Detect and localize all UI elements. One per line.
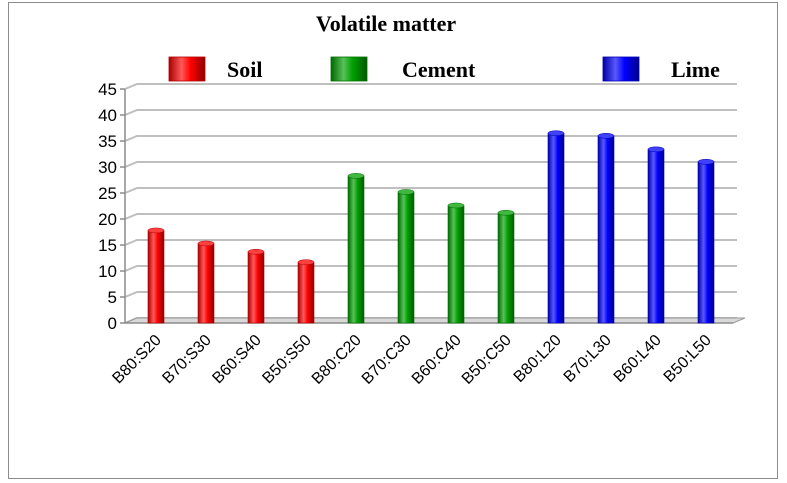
gridline xyxy=(124,291,737,298)
gridline xyxy=(124,161,737,168)
x-tick-label: B80:S20 xyxy=(109,332,164,387)
gridline xyxy=(124,109,737,116)
gridline xyxy=(124,135,737,142)
y-tick-labels: 0 5 10 15 20 25 30 35 40 45 xyxy=(98,80,117,333)
gridline xyxy=(124,213,737,220)
bar xyxy=(247,249,265,324)
chart-frame: 0 5 10 15 20 25 30 35 40 45 B80:S20 B70:S30 B60:S40… xyxy=(8,2,778,479)
x-tick-label: B60:L40 xyxy=(611,332,665,386)
bar xyxy=(397,189,415,324)
y-tick-label: 30 xyxy=(98,158,117,177)
x-tick-label: B60:C40 xyxy=(409,332,465,388)
x-tick-labels: B80:S20B70:S30B60:S40B50:S50B80:C20B70:C… xyxy=(109,332,715,388)
x-tick-label: B70:C30 xyxy=(359,332,415,388)
gridline xyxy=(124,265,737,272)
x-tick-label: B60:S40 xyxy=(209,332,264,387)
gridline xyxy=(124,239,737,246)
gridlines xyxy=(124,83,737,324)
y-tick-label: 0 xyxy=(108,314,117,333)
bar xyxy=(197,240,215,324)
x-tick-label: B50:C50 xyxy=(459,332,515,388)
bar xyxy=(647,146,665,324)
y-tick-label: 10 xyxy=(98,262,117,281)
y-tick-label: 45 xyxy=(98,80,117,99)
y-tick-label: 5 xyxy=(108,288,117,307)
y-tick-label: 15 xyxy=(98,236,117,255)
x-tick-label: B50:L50 xyxy=(661,332,715,386)
x-tick-label: B80:C20 xyxy=(309,332,365,388)
y-tick-label: 20 xyxy=(98,210,117,229)
bars xyxy=(147,130,715,324)
legend-label: Lime xyxy=(671,57,720,82)
x-tick-label: B50:S50 xyxy=(259,332,314,387)
legend-label: Cement xyxy=(402,57,476,82)
bar xyxy=(697,159,715,324)
legend-swatch xyxy=(168,56,206,82)
legend-item: Cement xyxy=(330,56,476,82)
legend-swatch xyxy=(330,56,368,82)
y-tick-label: 40 xyxy=(98,106,117,125)
gridline xyxy=(124,83,737,90)
bar xyxy=(447,202,465,324)
bar xyxy=(347,173,365,324)
chart-title: Volatile matter xyxy=(316,11,457,36)
legend-item: Soil xyxy=(168,56,262,82)
legend-item: Lime xyxy=(602,56,720,82)
bar xyxy=(597,133,615,324)
legend-label: Soil xyxy=(227,57,262,82)
volatile-matter-chart: 0 5 10 15 20 25 30 35 40 45 B80:S20B70:S30B60:S40… xyxy=(98,11,746,388)
legend: Soil Cement Lime xyxy=(168,56,720,82)
legend-swatch xyxy=(602,56,640,82)
x-tick-label: B70:S30 xyxy=(159,332,214,387)
y-tick-label: 25 xyxy=(98,184,117,203)
bar xyxy=(547,130,565,324)
bar xyxy=(297,259,315,324)
bar xyxy=(147,227,165,324)
bar xyxy=(497,210,515,324)
x-tick-label: B80:L20 xyxy=(511,332,565,386)
gridline xyxy=(124,187,737,194)
y-tick-label: 35 xyxy=(98,132,117,151)
x-tick-label: B70:L30 xyxy=(561,332,615,386)
axes xyxy=(120,88,733,324)
